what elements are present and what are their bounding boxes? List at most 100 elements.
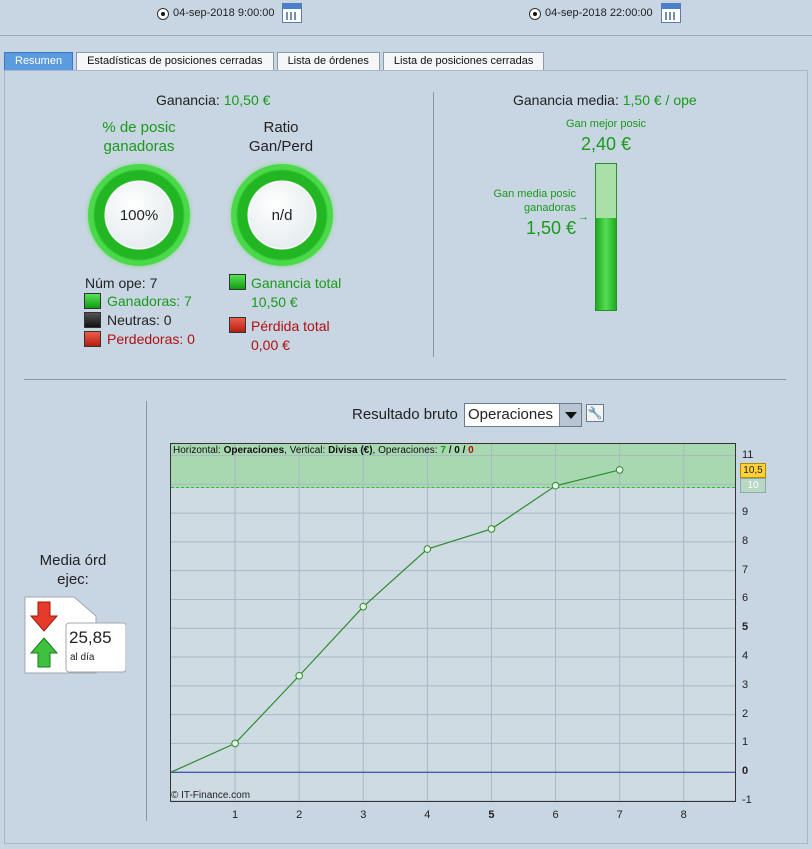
perdida-total-label: Pérdida total xyxy=(251,318,330,334)
info-loss: 0 xyxy=(468,445,474,456)
ratio-title: Ratio Gan/Perd xyxy=(230,118,332,156)
y-tick-label: -1 xyxy=(742,794,752,806)
num-ope: Núm ope: 7 xyxy=(85,275,158,291)
media-ord-value: 25,85 xyxy=(69,628,112,647)
ratio-gauge-value: n/d xyxy=(249,182,315,248)
data-point xyxy=(231,739,239,748)
y-tick-label: 8 xyxy=(742,534,749,547)
avg-bar xyxy=(595,163,617,311)
best-value: 2,40 € xyxy=(580,134,632,154)
divider-horizontal xyxy=(24,379,786,380)
info-prefix: Horizontal: xyxy=(173,445,224,456)
tab-lista-ordenes[interactable]: Lista de órdenes xyxy=(276,52,380,70)
pct-gauge: 100% xyxy=(88,164,190,266)
media-ord-line2: ejec: xyxy=(57,571,89,588)
perdedoras-text: Perdedoras: 0 xyxy=(107,331,195,347)
chart-info: Horizontal: Operaciones, Vertical: Divis… xyxy=(173,445,474,456)
media-ord-card: 25,85 al día xyxy=(24,596,127,674)
y-tick-label: 0 xyxy=(742,765,749,778)
media-ord-line1: Media órd xyxy=(39,552,107,569)
ganadoras-swatch xyxy=(84,293,101,309)
ganancia-media-label: Ganancia media: xyxy=(513,92,619,108)
x-tick-label: 2 xyxy=(296,809,303,821)
x-tick-label: 8 xyxy=(680,809,687,821)
end-date-radio[interactable] xyxy=(529,8,541,20)
y-tick-label: 5 xyxy=(742,621,749,634)
neutras-text: Neutras: 0 xyxy=(107,312,172,328)
pct-gauge-value: 100% xyxy=(106,182,172,248)
media-ord-title: Media órd ejec: xyxy=(22,551,124,589)
pct-title: % de posic ganadoras xyxy=(88,118,190,156)
resultado-select-value: Operaciones xyxy=(468,406,554,423)
perdedoras-swatch xyxy=(84,331,101,347)
chart-plot xyxy=(171,444,735,801)
y-tick-label: 1 xyxy=(742,736,749,749)
ganancia-total-swatch xyxy=(229,274,246,290)
y-tick-label: 2 xyxy=(742,707,749,720)
ganancia-media-value: 1,50 € / ope xyxy=(622,92,697,108)
x-tick-label: 3 xyxy=(360,809,367,821)
info-suffix: , Operaciones: xyxy=(372,445,441,456)
ganadoras-text: Ganadoras: 7 xyxy=(107,293,192,309)
data-point xyxy=(615,466,624,474)
divider-vertical-2 xyxy=(146,401,147,821)
pct-title-line2: ganadoras xyxy=(103,138,175,155)
data-point xyxy=(487,525,496,533)
x-tick-label: 7 xyxy=(616,809,623,821)
previous-value-marker: 10 xyxy=(740,478,766,493)
ganancia-media-row: Ganancia media: 1,50 € / ope xyxy=(513,92,697,108)
pct-title-line1: % de posic xyxy=(102,119,176,136)
series-line xyxy=(171,469,620,773)
resultado-select[interactable]: Operaciones xyxy=(464,403,582,427)
down-arrow-icon xyxy=(29,601,59,632)
ganancia-total-value: 10,50 € xyxy=(251,294,298,310)
media-ord-icon xyxy=(24,596,127,674)
avg-value: 1,50 € xyxy=(525,218,576,238)
info-mid: , Vertical: xyxy=(284,445,329,456)
result-chart: Horizontal: Operaciones, Vertical: Divis… xyxy=(170,443,736,802)
ganancia-label: Ganancia: xyxy=(156,92,220,108)
end-date-text: 04-sep-2018 22:00:00 xyxy=(545,7,653,19)
y-tick-label: 6 xyxy=(742,592,749,605)
best-label: Gan mejor posic xyxy=(565,118,647,130)
data-point xyxy=(423,545,432,553)
ganancia-value: 10,50 € xyxy=(223,92,271,108)
wrench-icon[interactable]: 🔧 xyxy=(586,404,604,422)
info-sep2: / xyxy=(459,445,469,456)
tab-bar: Resumen Estadísticas de posiciones cerra… xyxy=(4,52,547,71)
chart-highlight-band xyxy=(171,444,735,488)
y-tick-label: 9 xyxy=(742,506,749,519)
perdida-total: Pérdida total 0,00 € xyxy=(251,317,330,355)
y-tick-label: 11 xyxy=(742,448,754,461)
perdida-total-value: 0,00 € xyxy=(251,337,290,353)
avg-bar-fill xyxy=(596,218,616,310)
tab-estadisticas[interactable]: Estadísticas de posiciones cerradas xyxy=(76,52,274,70)
tab-resumen[interactable]: Resumen xyxy=(4,52,74,70)
ganancia-total: Ganancia total 10,50 € xyxy=(251,274,341,312)
ratio-gauge: n/d xyxy=(231,164,333,266)
current-value-marker: 10,5 xyxy=(740,463,766,478)
ratio-title-line2: Gan/Perd xyxy=(248,138,314,155)
avg-label: Gan media posic ganadoras xyxy=(470,187,576,215)
avg-arrow-icon: → xyxy=(578,211,589,223)
start-calendar-icon[interactable] xyxy=(282,3,302,23)
perdida-total-swatch xyxy=(229,317,246,333)
avg-label-line2: ganadoras xyxy=(524,202,576,214)
info-sep1: / xyxy=(445,445,455,456)
start-date-text: 04-sep-2018 9:00:00 xyxy=(173,7,275,19)
copyright: © IT-Finance.com xyxy=(171,790,251,801)
data-point xyxy=(551,481,560,490)
resultado-label: Resultado bruto xyxy=(352,406,458,423)
info-neutral: 0 xyxy=(454,445,460,456)
toolbar: 04-sep-2018 9:00:00 04-sep-2018 22:00:00 xyxy=(0,0,812,36)
ratio-title-line1: Ratio xyxy=(263,119,299,136)
up-arrow-icon xyxy=(29,637,59,668)
start-date-radio[interactable] xyxy=(157,8,169,20)
chevron-down-icon[interactable] xyxy=(559,404,581,426)
y-tick-label: 7 xyxy=(742,563,749,576)
info-horizontal: Operaciones xyxy=(223,445,285,456)
neutras-swatch xyxy=(84,312,101,328)
tab-lista-posiciones[interactable]: Lista de posiciones cerradas xyxy=(382,52,545,70)
data-point xyxy=(295,671,303,680)
end-calendar-icon[interactable] xyxy=(661,3,681,23)
